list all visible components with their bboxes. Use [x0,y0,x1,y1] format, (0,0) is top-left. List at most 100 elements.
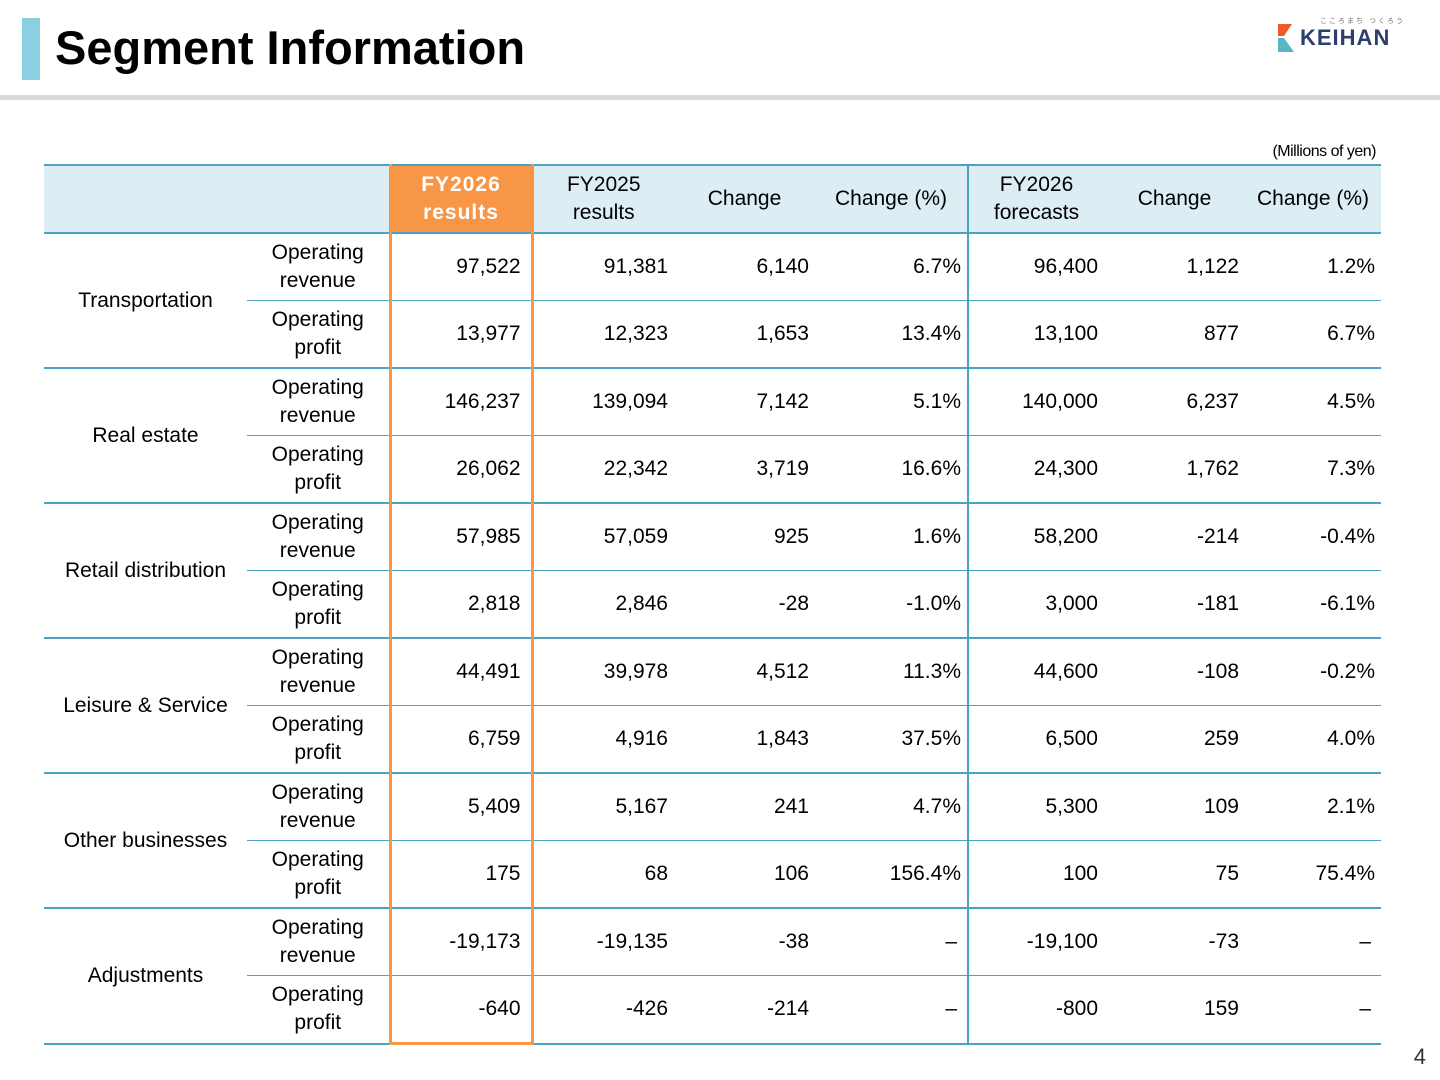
table-cell: 877 [1104,300,1245,369]
table-cell: – [815,908,969,976]
table-cell: 39,978 [532,638,674,706]
segment-name: Other businesses [44,773,247,909]
row-item-label: Operating revenue [247,773,390,841]
row-item-label-line1: Operating [271,578,364,601]
row-item-label: Operating revenue [247,233,390,301]
column-header: FY2026 results [388,164,534,234]
row-item-label-line2: profit [294,1011,342,1035]
table-cell: -214 [1104,503,1245,571]
table-cell: -6.1% [1245,570,1381,639]
column-header-line1: Change (%) [834,187,948,210]
logo-wordmark: KEIHAN [1300,25,1391,50]
table-cell: 175 [388,840,534,909]
table-cell: 1.6% [815,503,969,571]
table-cell: 12,323 [532,300,674,369]
table-row: Operating profit 13,977 12,323 1,653 13.4% 13,… [44,300,1381,369]
table-cell: 159 [1104,975,1245,1045]
title-accent-bar [22,18,40,80]
column-header-line2: results [572,201,635,224]
table-cell: 57,059 [532,503,674,571]
table-cell: 106 [674,840,815,909]
table-cell: 13.4% [815,300,969,369]
table-cell: 13,977 [388,300,534,369]
table-cell: -0.4% [1245,503,1381,571]
table-row: Real estate Operating revenue 146,237 139,09… [44,368,1381,504]
table-cell: -19,135 [532,908,674,976]
column-header: Change (%) [1245,164,1381,234]
column-header: FY2026 forecasts [968,164,1104,234]
table-cell: 6.7% [815,233,969,301]
row-item-label-line2: revenue [279,674,356,697]
table-row: Transportation Operating revenue 97,522 91,3… [44,233,1381,369]
segment-name: Real estate [44,368,247,504]
page-title: Segment Information [55,21,526,74]
column-header: FY2025 results [532,164,674,234]
row-item-label: Operating revenue [247,503,390,571]
table-cell: 7.3% [1245,435,1381,504]
row-item-label-line2: revenue [279,404,356,427]
row-item-label-line1: Operating [271,646,364,669]
table-cell: 26,062 [388,435,534,504]
row-item-label-line1: Operating [271,511,364,534]
segment-name: Leisure & Service [44,638,247,774]
table-cell: 22,342 [532,435,674,504]
table-cell: -181 [1104,570,1245,639]
table-row: Retail distribution Operating revenue 57,98… [44,503,1381,639]
table-cell: -19,100 [968,908,1104,976]
row-item-label-line2: profit [294,336,342,359]
table-cell: 75 [1104,840,1245,909]
table-cell: 4,512 [674,638,815,706]
table-cell: 4.0% [1245,705,1381,774]
table-row: Operating profit 175 68 106 156.4% 100 75 75.4% [44,840,1381,909]
row-item-label-line2: revenue [279,809,356,832]
column-header-line1: Change [1137,187,1212,210]
table-cell: 16.6% [815,435,969,504]
table-row: Operating profit 6,759 4,916 1,843 37.5% 6,500… [44,705,1381,774]
header-row: FY2026 results FY2025 results Change Change (… [44,164,1381,234]
row-item-label-line1: Operating [271,713,364,736]
segment-name: Adjustments [44,908,247,1045]
row-item-label-line1: Operating [271,983,364,1007]
column-header: Change (%) [815,164,969,234]
table-cell: 37.5% [815,705,969,774]
table-row: Operating profit 26,062 22,342 3,719 16.6% 24,… [44,435,1381,504]
table-cell: 97,522 [388,233,534,301]
table-cell: 96,400 [968,233,1104,301]
table-cell: 241 [674,773,815,841]
table-cell: -108 [1104,638,1245,706]
table-cell: 1,653 [674,300,815,369]
table-cell: 6.7% [1245,300,1381,369]
row-item-label-line1: Operating [271,241,364,264]
column-header-line1: Change [707,187,782,210]
table-cell: – [1245,908,1381,976]
row-item-label-line2: revenue [279,944,356,967]
keihan-logo-mark-icon [1278,24,1294,52]
row-item-label: Operating profit [247,975,390,1045]
column-header-line1: FY2026 [421,173,501,196]
row-item-label-line1: Operating [271,916,364,939]
row-item-label-line1: Operating [271,848,364,871]
table-cell: -19,173 [388,908,534,976]
header-divider [0,95,1440,100]
table-cell: 140,000 [968,368,1104,436]
table-cell: 4,916 [532,705,674,774]
table-cell: 146,237 [388,368,534,436]
table-cell: -1.0% [815,570,969,639]
table-cell: -640 [388,975,534,1045]
table-cell: 57,985 [388,503,534,571]
table-cell: 100 [968,840,1104,909]
table-cell: 925 [674,503,815,571]
table-cell: 109 [1104,773,1245,841]
page-number: 4 [1413,1044,1426,1069]
table-cell: 6,237 [1104,368,1245,436]
row-item-label-line1: Operating [271,781,364,804]
segment-name: Transportation [44,233,247,369]
table-cell: 6,759 [388,705,534,774]
table-cell: 4.7% [815,773,969,841]
column-header: Change [674,164,815,234]
table-cell: – [1245,975,1381,1045]
column-header: Change [1104,164,1245,234]
unit-label: (Millions of yen) [1272,143,1376,160]
table-cell: 1,843 [674,705,815,774]
table-row: Other businesses Operating revenue 5,409 5,1… [44,773,1381,909]
